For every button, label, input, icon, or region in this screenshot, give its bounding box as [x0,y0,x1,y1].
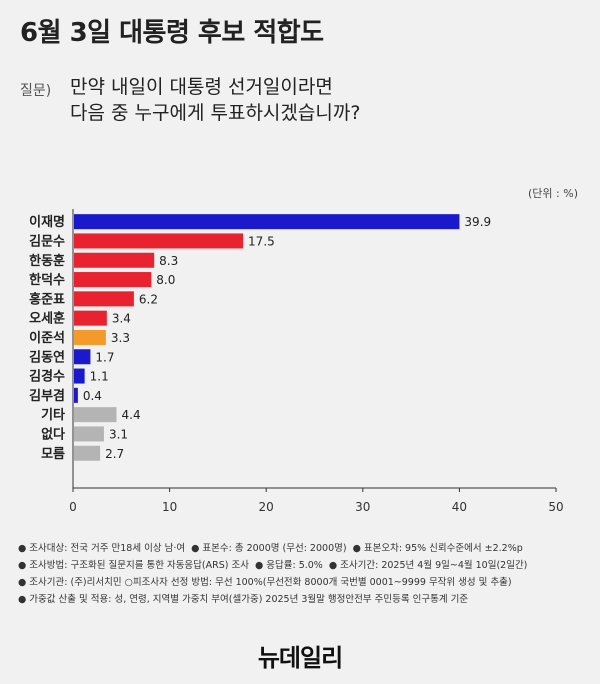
newdaily-logo: 뉴데일리 [257,644,343,672]
note-line: ● 가중값 산출 및 적용: 성, 연령, 지역별 가중치 부여(셀가중) 20… [18,591,588,608]
category-label: 이재명 [29,214,65,230]
bar [74,310,107,326]
question-tag: 질문) [20,83,52,99]
value-label: 3.3 [111,331,130,345]
category-label: 기타 [41,407,65,423]
category-label: 한동훈 [29,253,65,269]
bar [74,407,117,423]
note-item: ● 조사대상: 전국 거주 만18세 이상 남·여 [18,543,186,554]
value-label: 1.7 [95,350,114,364]
value-label: 6.2 [139,292,158,306]
value-label: 3.4 [112,312,131,326]
question-line-2: 다음 중 누구에게 투표하시겠습니까? [70,102,361,124]
bar [74,368,85,384]
category-label: 오세훈 [29,311,65,327]
value-label: 3.1 [109,427,128,441]
bar [74,445,101,461]
bar [74,387,78,403]
bar-chart: 0 10 20 30 40 50 이재명 39.9 김문수 17.5 한동훈 8.3 한덕수 8.0 홍준표… [29,209,564,514]
note-item: ● 표본오차: 95% 신뢰수준에서 ±2.2%p [352,543,523,554]
category-label: 홍준표 [29,291,65,307]
note-item: ● 표본수: 총 2000명 (무선: 2000명) [191,543,347,554]
question-text: 만약 내일이 대통령 선거일이라면 다음 중 누구에게 투표하시겠습니까? [70,74,360,126]
value-label: 39.9 [464,215,491,229]
x-tick-label: 40 [452,500,467,514]
note-item: ● 조사방법: 구조화된 질문지를 통한 자동응답(ARS) 조사 [18,560,249,571]
bar [74,329,106,345]
unit-label: (단위 : %) [528,187,578,200]
x-tick-label: 30 [355,500,370,514]
category-label: 김부겸 [29,389,65,404]
bar [74,233,244,249]
page-title: 6월 3일 대통령 후보 적합도 [20,18,324,48]
bar [74,291,134,307]
category-label: 한덕수 [29,272,65,288]
value-label: 2.7 [105,447,124,461]
note-item: ● 가중값 산출 및 적용: 성, 연령, 지역별 가중치 부여(셀가중) 20… [18,594,469,605]
category-label: 없다 [41,426,65,442]
note-item: ● 응답률: 5.0% [254,560,323,571]
bar [74,426,104,442]
value-label: 17.5 [248,234,275,248]
value-label: 8.3 [159,254,178,268]
bar [74,252,155,268]
value-label: 0.4 [83,389,102,403]
category-label: 이준석 [29,330,65,346]
bar [74,272,152,288]
value-label: 4.4 [122,408,141,422]
category-label: 김문수 [29,234,65,249]
note-line: ● 조사대상: 전국 거주 만18세 이상 남·여 ● 표본수: 총 2000명 … [18,540,588,557]
bar [74,214,460,230]
category-label: 김동연 [29,350,65,365]
note-line: ● 조사방법: 구조화된 질문지를 통한 자동응답(ARS) 조사 ● 응답률: … [18,557,588,574]
question-line-1: 만약 내일이 대통령 선거일이라면 [70,76,333,98]
survey-notes: ● 조사대상: 전국 거주 만18세 이상 남·여 ● 표본수: 총 2000명 … [18,540,588,608]
x-tick-label: 10 [162,500,177,514]
x-tick-label: 20 [259,500,274,514]
bar [74,349,91,365]
value-label: 8.0 [156,273,175,287]
category-label: 모름 [41,447,65,462]
note-item: ● 조사기관: (주)리서치민 ○피조사자 선정 방법: 무선 100%(무선전… [18,577,512,588]
x-tick-label: 0 [69,500,77,514]
note-item: ● 조사기간: 2025년 4월 9일~4월 10일(2일간) [328,560,528,571]
value-label: 1.1 [90,370,109,384]
note-line: ● 조사기관: (주)리서치민 ○피조사자 선정 방법: 무선 100%(무선전… [18,574,588,591]
category-label: 김경수 [29,369,65,385]
x-tick-label: 50 [548,500,563,514]
